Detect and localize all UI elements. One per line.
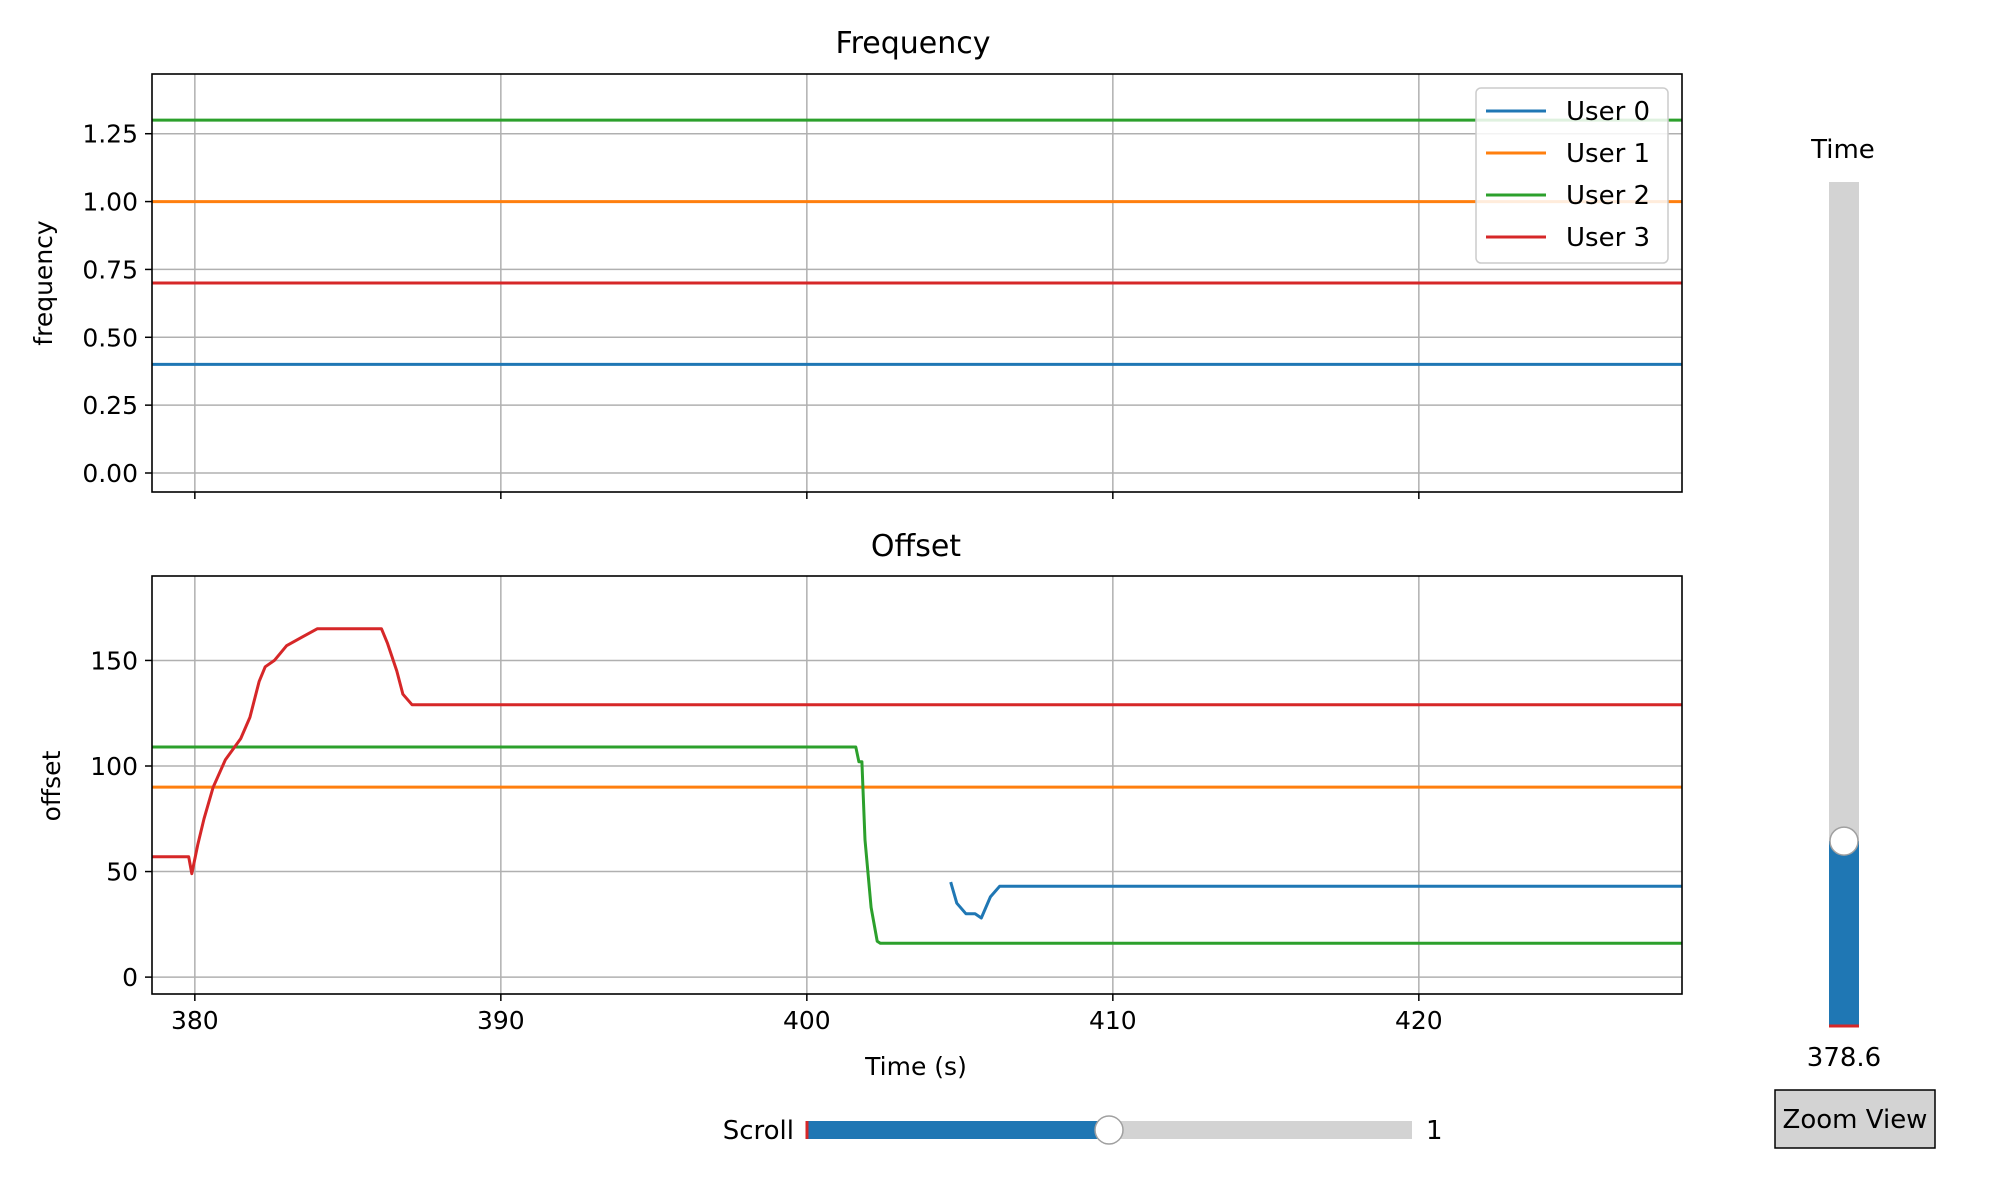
scroll-slider-fill: [806, 1121, 1109, 1139]
frequency-y-tick-label: 1.25: [82, 120, 138, 149]
offset-y-tick-label: 150: [90, 646, 138, 675]
offset-y-tick-label: 0: [122, 963, 138, 992]
zoom-view-button-label: Zoom View: [1783, 1105, 1928, 1135]
scroll-slider-handle[interactable]: [1094, 1115, 1124, 1145]
offset-x-ticks: 380 390 400 410 420: [171, 994, 1443, 1035]
offset-y-axis-label: offset: [37, 750, 66, 821]
offset-x-tick-label: 410: [1089, 1006, 1137, 1035]
frequency-y-ticks: 0.00 0.25 0.50 0.75 1.00 1.25: [82, 120, 152, 488]
offset-y-ticks: 0 50 100 150: [90, 646, 152, 992]
frequency-chart-title: Frequency: [836, 26, 991, 61]
offset-x-tick-label: 380: [171, 1006, 219, 1035]
zoom-view-button[interactable]: Zoom View: [1774, 1089, 1936, 1149]
time-slider[interactable]: Time 378.6: [1807, 135, 1881, 1073]
frequency-y-tick-label: 0.25: [82, 391, 138, 420]
legend-label-user-3: User 3: [1566, 223, 1650, 253]
frequency-axes: Frequency frequency 0.00 0.25 0.50 0.75 1.00…: [29, 26, 1683, 499]
time-slider-fill: [1829, 841, 1859, 1027]
offset-series-user-3: [152, 627, 1682, 876]
frequency-y-tick-label: 1.00: [82, 188, 138, 217]
offset-x-tick-label: 400: [783, 1006, 831, 1035]
scroll-slider[interactable]: Scroll 1: [723, 1115, 1443, 1146]
zoom-view-button-box[interactable]: [1774, 1089, 1936, 1149]
offset-y-tick-label: 100: [90, 752, 138, 781]
offset-y-tick-label: 50: [106, 858, 138, 887]
legend: User 0 User 1 User 2 User 3: [1475, 87, 1669, 264]
offset-x-tick-label: 420: [1395, 1006, 1443, 1035]
time-slider-handle[interactable]: [1829, 826, 1859, 856]
offset-axes-frame: [151, 575, 1683, 995]
offset-series-user-2: [152, 745, 1682, 945]
frequency-y-tick-label: 0.50: [82, 323, 138, 352]
offset-x-tick-label: 390: [477, 1006, 525, 1035]
legend-box: [1475, 87, 1669, 264]
offset-series-user-0: [949, 881, 1682, 920]
offset-axes: Offset offset Time (s) 0 50 100 150 380 390 4…: [37, 529, 1683, 1081]
scroll-slider-label: Scroll: [723, 1116, 794, 1146]
offset-chart-title: Offset: [871, 529, 961, 564]
frequency-y-tick-label: 0.75: [82, 255, 138, 284]
legend-label-user-1: User 1: [1566, 139, 1650, 169]
frequency-y-axis-label: frequency: [29, 220, 58, 346]
time-slider-label: Time: [1810, 135, 1875, 165]
offset-grid: [152, 576, 1682, 994]
frequency-axes-frame: [151, 73, 1683, 493]
frequency-series-lines: [152, 118, 1682, 366]
offset-series-lines: [152, 627, 1682, 945]
offset-x-axis-label: Time (s): [864, 1052, 967, 1081]
scroll-slider-value: 1: [1426, 1116, 1443, 1146]
frequency-x-ticks: [194, 492, 1420, 499]
legend-label-user-2: User 2: [1566, 181, 1650, 211]
time-slider-value: 378.6: [1807, 1043, 1881, 1073]
legend-label-user-0: User 0: [1566, 97, 1650, 127]
frequency-y-tick-label: 0.00: [82, 459, 138, 488]
